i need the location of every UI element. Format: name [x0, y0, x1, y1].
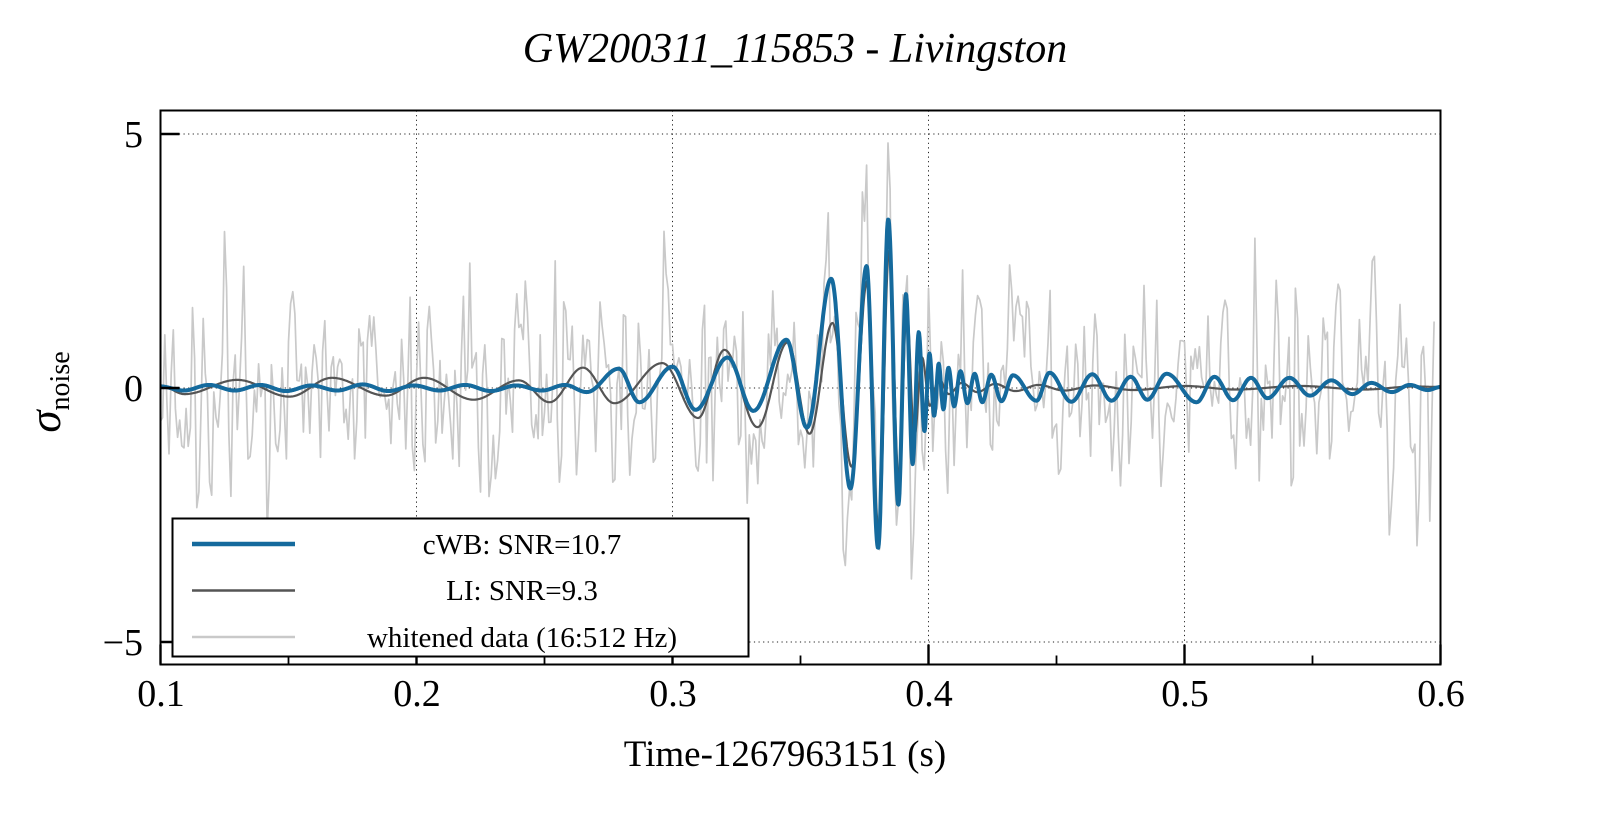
legend-frame	[171, 517, 750, 658]
series-cwb-path	[161, 217, 1440, 550]
x-tick-label-0_4: 0.4	[905, 673, 953, 715]
legend-label-li: LI: SNR=9.3	[446, 575, 598, 607]
y-tick-label-neg5: −5	[103, 622, 143, 664]
legend-labels: cWB: SNR=10.7 LI: SNR=9.3 whitened data …	[367, 529, 677, 654]
y-tick-label-0: 0	[124, 368, 143, 410]
series-whitened-data-path	[161, 142, 1435, 580]
curves-layer	[161, 142, 1440, 580]
y-axis-tick-labels: 5 0 −5	[103, 114, 143, 664]
y-tick-label-5: 5	[124, 114, 143, 156]
y-axis-label: σnoise	[20, 351, 76, 432]
legend-label-cwb: cWB: SNR=10.7	[423, 529, 621, 561]
y-axis-label-subscript: noise	[45, 351, 76, 410]
chart-title: GW200311_115853 - Livingston	[523, 26, 1067, 72]
x-tick-label-0_2: 0.2	[393, 673, 441, 715]
x-tick-label-0_1: 0.1	[137, 673, 185, 715]
x-tick-label-0_6: 0.6	[1417, 673, 1465, 715]
grid-layer	[160, 110, 1441, 665]
x-axis-label: Time-1267963151 (s)	[624, 734, 946, 775]
y-axis-label-symbol: σ	[20, 409, 70, 433]
legend-box	[171, 517, 750, 658]
x-axis-tick-labels: 0.1 0.2 0.3 0.4 0.5 0.6	[137, 673, 1465, 715]
x-tick-label-0_3: 0.3	[649, 673, 697, 715]
x-tick-label-0_5: 0.5	[1161, 673, 1209, 715]
legend-label-whitened: whitened data (16:512 Hz)	[367, 622, 677, 654]
